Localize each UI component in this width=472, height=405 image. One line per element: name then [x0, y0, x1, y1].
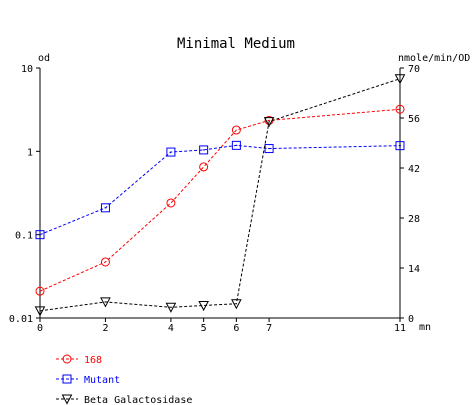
- data-point: [166, 147, 176, 157]
- data-point: [100, 257, 110, 267]
- legend-label: 168: [84, 355, 102, 366]
- series-1: [35, 140, 405, 240]
- y-left-tick-label: 10: [21, 64, 33, 75]
- legend-marker: [62, 354, 72, 364]
- y-left-tick-label: 1: [27, 147, 33, 158]
- x-tick-label: 7: [266, 323, 272, 334]
- data-point: [198, 301, 209, 312]
- legend-marker: [61, 394, 73, 405]
- y-right-tick-label: 42: [408, 164, 420, 175]
- data-point: [199, 162, 209, 172]
- series-2: [34, 74, 406, 317]
- legend-marker: [62, 374, 72, 384]
- legend-label: Beta Galactosidase: [84, 395, 192, 405]
- x-axis-unit-label: mn: [419, 322, 431, 333]
- x-axis-ticks: 0 2 4 5 6 7 11: [37, 318, 406, 334]
- data-point: [166, 198, 176, 208]
- x-tick-label: 2: [102, 323, 108, 334]
- series-0: [35, 104, 405, 296]
- y-left-axis-label: od: [38, 53, 50, 64]
- y-right-axis-label: nmole/min/OD: [398, 53, 470, 64]
- x-tick-label: 4: [168, 323, 174, 334]
- data-point: [35, 230, 45, 240]
- series-layer: [34, 74, 406, 317]
- y-left-axis-ticks: 0.01 0.1 1 10: [9, 64, 40, 325]
- y-left-tick-label: 0.01: [9, 314, 33, 325]
- y-right-axis-ticks: 0 14 28 42 56 70: [400, 64, 420, 325]
- data-point: [263, 117, 275, 128]
- legend-label: Mutant: [84, 375, 120, 386]
- legend: 168 Mutant Beta Galactosidase: [56, 354, 192, 405]
- series-line: [39, 144, 401, 236]
- x-tick-label: 5: [201, 323, 207, 334]
- data-point: [231, 140, 241, 150]
- data-point: [100, 203, 110, 213]
- data-point: [100, 297, 111, 308]
- y-right-tick-label: 28: [408, 214, 420, 225]
- data-point: [165, 302, 177, 313]
- x-tick-label: 6: [233, 323, 239, 334]
- data-point: [231, 125, 241, 135]
- y-right-tick-label: 0: [408, 314, 414, 325]
- x-tick-label: 0: [37, 323, 43, 334]
- data-point: [34, 306, 46, 317]
- y-left-tick-label: 0.1: [15, 231, 33, 242]
- x-tick-label: 11: [394, 323, 406, 334]
- data-point: [394, 74, 406, 85]
- data-point: [395, 104, 405, 114]
- data-point: [35, 286, 45, 296]
- series-line: [39, 108, 401, 292]
- series-line: [39, 78, 401, 312]
- data-point: [199, 145, 209, 155]
- data-point: [264, 144, 274, 154]
- y-right-tick-label: 56: [408, 114, 420, 125]
- data-point: [231, 299, 242, 310]
- data-point: [395, 141, 405, 151]
- y-right-tick-label: 14: [408, 264, 420, 275]
- y-right-tick-label: 70: [408, 64, 420, 75]
- chart-title: Minimal Medium: [177, 36, 295, 52]
